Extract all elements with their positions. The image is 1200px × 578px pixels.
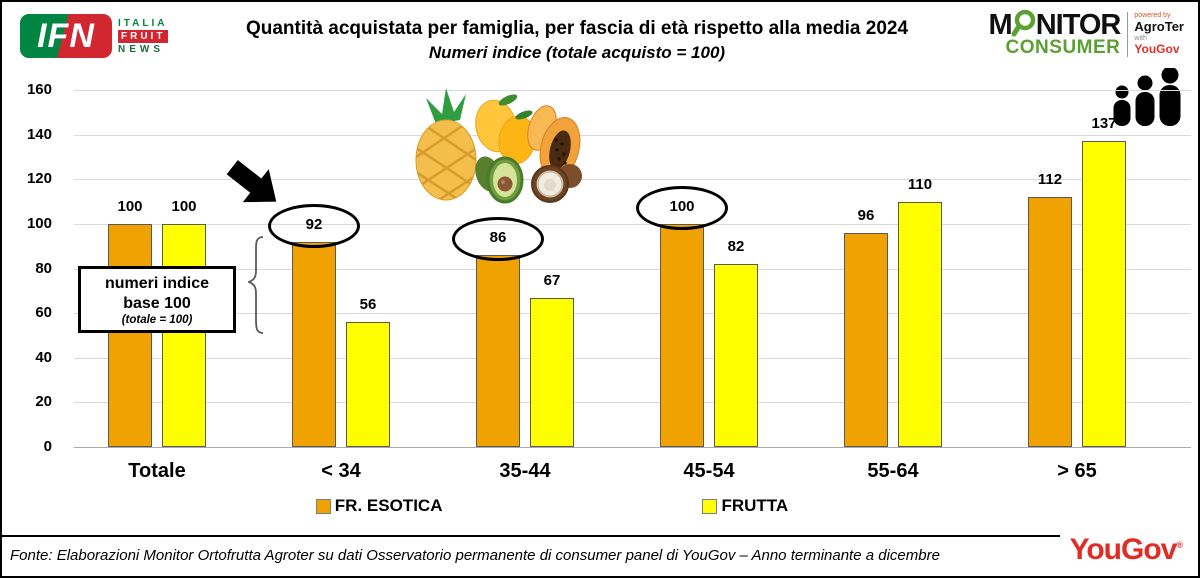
bar-value-label: 112	[1037, 171, 1063, 189]
ifn-italia-label: ITALIA	[118, 17, 168, 29]
exotic-fruits-image	[415, 88, 582, 204]
x-axis-category-label: Totale	[128, 460, 186, 482]
bar-value-label: 100	[171, 197, 197, 215]
powered-by-label: powered by	[1134, 12, 1171, 19]
magnifier-icon	[1011, 9, 1035, 37]
chart-title: Quantità acquistata per famiglia, per fa…	[245, 18, 909, 39]
circle-annotation	[268, 203, 360, 248]
y-axis-tick-label: 80	[35, 259, 52, 277]
footer-divider	[2, 535, 1060, 537]
bar-fr-esotica-34	[292, 241, 336, 447]
x-axis-category-label: 35-44	[499, 460, 551, 482]
annotation-box: numeri indice base 100 (totale = 100)	[78, 266, 236, 333]
bar-fr-esotica-65	[1028, 197, 1072, 447]
legend-label-frutta: FRUTTA	[721, 496, 789, 515]
annotation-line3: (totale = 100)	[121, 314, 193, 326]
y-axis-tick-label: 20	[35, 393, 52, 411]
legend-swatch-fr-esotica	[315, 498, 331, 514]
y-axis-tick-label: 160	[26, 81, 52, 98]
legend-label-fr-esotica: FR. ESOTICA	[334, 496, 443, 515]
gridline	[74, 268, 1191, 270]
gridline	[74, 313, 1191, 315]
bar-value-label: 137	[1091, 115, 1117, 133]
with-label: with	[1134, 34, 1147, 42]
agroter-label: AgroTer	[1134, 19, 1184, 35]
y-axis-tick-label: 120	[26, 170, 52, 188]
y-axis-tick-label: 60	[35, 304, 52, 322]
powered-by-block: powered by AgroTer with YouGov	[1127, 12, 1184, 57]
bar-value-label: 56	[359, 296, 377, 314]
y-axis-tick-label: 40	[35, 348, 52, 366]
x-axis-category-label: < 34	[321, 460, 361, 482]
bar-fr-esotica-5564	[844, 232, 888, 447]
gridline	[74, 357, 1191, 359]
legend-swatch-frutta	[702, 498, 718, 514]
monitor-m: M	[988, 8, 1013, 41]
annotation-line2: base 100	[123, 295, 191, 312]
x-axis-category-label: 55-64	[867, 460, 919, 482]
bar-fr-esotica-4554	[660, 223, 704, 447]
gridline	[74, 90, 1191, 91]
source-note: Fonte: Elaborazioni Monitor Ortofrutta A…	[10, 547, 940, 564]
gridline	[74, 402, 1191, 404]
gridline	[74, 223, 1191, 225]
bar-frutta-5564	[898, 201, 942, 447]
bar-value-label: 67	[543, 271, 561, 289]
bar-frutta-Totale	[162, 223, 206, 447]
ifn-badge: IFN	[20, 14, 112, 58]
arrow-icon	[226, 160, 277, 203]
bar-frutta-65	[1082, 141, 1126, 447]
y-axis-tick-label: 100	[26, 214, 52, 232]
bar-frutta-4554	[714, 264, 758, 447]
annotation-line1: numeri indice	[104, 275, 210, 292]
circle-annotation	[452, 217, 544, 262]
y-axis-tick-label: 140	[26, 125, 52, 143]
x-axis-category-label: > 65	[1057, 460, 1097, 482]
gridline	[74, 447, 1191, 448]
ifn-news-label: NEWS	[118, 43, 164, 55]
chart-subtitle: Numeri indice (totale acquisto = 100)	[428, 43, 726, 62]
ifn-logo: IFN ITALIA FRUIT NEWS	[20, 14, 169, 58]
title-block: Quantità acquistata per famiglia, per fa…	[192, 18, 962, 63]
brace-decoration	[248, 236, 264, 334]
consumer-label: CONSUMER	[1005, 37, 1121, 58]
family-icon	[1113, 68, 1181, 126]
bar-value-label: 100	[117, 197, 143, 215]
ifn-fruit-label: FRUIT	[118, 29, 169, 43]
legend: FR. ESOTICA FRUTTA	[2, 496, 1102, 516]
yougov-small-label: YouGov	[1134, 42, 1180, 57]
gridline	[74, 134, 1191, 136]
monitor-consumer-logo: M NITOR CONSUMER powered by AgroTer with…	[988, 8, 1184, 58]
bar-value-label: 96	[857, 206, 875, 224]
monitor-nitor: NITOR	[1035, 8, 1122, 41]
yougov-logo: YouGov®	[1069, 533, 1183, 566]
bar-fr-esotica-3544	[476, 255, 520, 447]
y-axis-tick-label: 0	[43, 438, 52, 455]
circle-annotation	[636, 185, 728, 230]
bar-frutta-34	[346, 322, 390, 447]
bar-fr-esotica-Totale	[108, 223, 152, 447]
bar-value-label: 82	[727, 238, 745, 256]
bar-frutta-3544	[530, 297, 574, 447]
legend-item-fr-esotica: FR. ESOTICA	[315, 496, 443, 516]
legend-item-frutta: FRUTTA	[702, 496, 788, 516]
gridline	[74, 179, 1191, 181]
bar-value-label: 110	[907, 175, 933, 193]
x-axis-category-label: 45-54	[683, 460, 735, 482]
